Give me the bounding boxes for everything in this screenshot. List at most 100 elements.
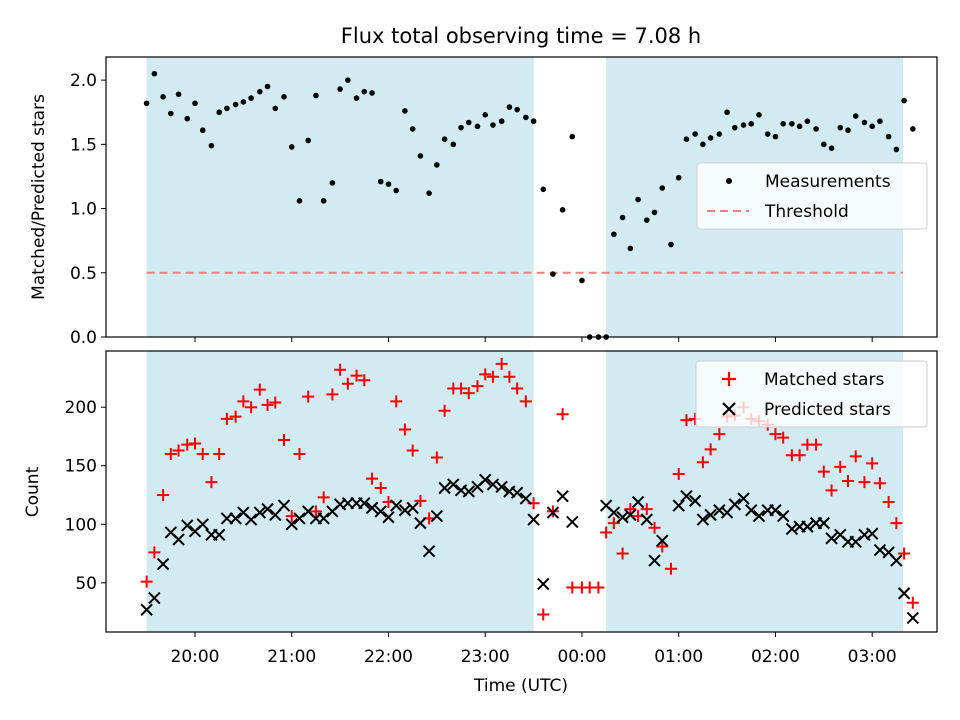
matched-star-point	[358, 374, 371, 387]
predicted-star-point	[374, 505, 387, 518]
predicted-star-point	[398, 504, 412, 517]
x-tick-label: 20:00	[171, 647, 220, 667]
predicted-star-point	[261, 502, 274, 516]
matched-star-point	[849, 450, 862, 463]
measurement-point	[232, 101, 239, 108]
matched-star-point	[341, 377, 354, 390]
measurement-point	[498, 118, 505, 125]
measurement-point	[700, 141, 706, 148]
predicted-star-point	[680, 489, 693, 503]
measurement-point	[540, 186, 547, 193]
matched-star-point	[769, 428, 782, 441]
x-tick-label: 21:00	[267, 647, 316, 667]
bottom-y-tick-label: 150	[65, 457, 97, 477]
predicted-star-point	[728, 498, 742, 511]
matched-star-point	[220, 412, 233, 425]
measurement-point	[490, 122, 496, 128]
measurement-point	[465, 119, 472, 126]
predicted-star-point	[865, 527, 879, 540]
matched-star-point	[640, 503, 653, 516]
legend-threshold-label: Threshold	[764, 202, 849, 222]
measurement-point	[426, 190, 432, 196]
matched-star-point	[245, 401, 258, 414]
predicted-star-point	[510, 486, 524, 499]
matched-star-point	[511, 382, 524, 395]
matched-star-point	[858, 476, 871, 489]
matched-star-point	[205, 476, 218, 489]
predicted-star-point	[527, 513, 540, 526]
matched-star-point	[350, 369, 363, 382]
matched-star-point	[189, 437, 202, 450]
bottom-y-tick-label: 100	[65, 515, 97, 535]
measurement-point	[893, 146, 900, 153]
top-axes-frame	[105, 56, 938, 338]
matched-star-point	[261, 398, 274, 411]
measurement-point	[756, 111, 762, 118]
matched-star-point	[309, 505, 322, 518]
measurement-point	[305, 137, 311, 144]
matched-star-point	[556, 408, 569, 421]
measurement-point	[377, 178, 384, 185]
measurement-point	[579, 277, 585, 284]
measurement-point	[821, 141, 827, 148]
top-y-axis-label: Matched/Predicted stars	[29, 94, 49, 300]
predicted-star-point	[519, 492, 533, 505]
matched-star-point	[181, 438, 194, 451]
matched-star-point	[455, 382, 468, 395]
predicted-star-point	[358, 497, 371, 510]
matched-star-point	[148, 546, 161, 559]
predicted-star-point	[745, 504, 758, 517]
measurement-point	[707, 135, 714, 141]
measurement-point	[143, 100, 150, 107]
predicted-star-point	[430, 509, 444, 523]
predicted-star-point	[140, 603, 153, 616]
measurement-point	[369, 90, 375, 96]
predicted-star-point	[277, 499, 291, 512]
legend-predicted-marker	[722, 402, 736, 416]
measurement-point	[716, 131, 723, 137]
matched-star-point	[519, 395, 532, 408]
measurement-point	[458, 124, 464, 131]
matched-star-point	[793, 449, 806, 462]
measurement-point	[668, 241, 674, 248]
measurement-point	[852, 113, 859, 119]
predicted-star-point	[713, 504, 726, 517]
measurement-point	[160, 94, 166, 100]
measurement-point	[240, 99, 247, 105]
measurement-point	[175, 91, 182, 98]
predicted-star-point	[785, 522, 799, 536]
top-y-tick-label: 0.5	[70, 264, 97, 284]
predicted-star-point	[148, 591, 161, 605]
matched-star-point	[334, 363, 347, 376]
predicted-star-point	[817, 516, 831, 530]
predicted-star-point	[486, 478, 500, 491]
predicted-star-point	[556, 489, 569, 503]
measurement-point	[208, 142, 215, 149]
measurement-point	[337, 86, 343, 92]
matched-star-point	[253, 383, 266, 396]
measurement-point	[514, 106, 520, 113]
measurement-point	[257, 88, 263, 95]
matched-star-point	[777, 431, 790, 444]
measurement-point	[474, 123, 481, 130]
measurement-point	[530, 118, 537, 125]
bottom-shaded-interval-0	[146, 351, 534, 632]
measurement-point	[264, 83, 271, 90]
measurement-point	[506, 104, 513, 110]
predicted-star-point	[422, 545, 436, 558]
matched-star-point	[229, 410, 242, 423]
legend-matched-label: Matched stars	[764, 370, 884, 390]
matched-star-point	[873, 477, 886, 490]
measurement-point	[724, 109, 730, 116]
measurement-point	[345, 77, 351, 83]
matched-star-point	[495, 357, 508, 370]
predicted-star-point	[172, 533, 185, 546]
measurement-point	[559, 207, 566, 213]
predicted-star-point	[801, 520, 814, 533]
matched-star-point	[374, 481, 387, 494]
matched-star-point	[430, 451, 443, 464]
predicted-stars-points	[140, 473, 920, 625]
bottom-legend: Matched stars Predicted stars	[695, 360, 928, 428]
matched-star-point	[406, 444, 419, 457]
